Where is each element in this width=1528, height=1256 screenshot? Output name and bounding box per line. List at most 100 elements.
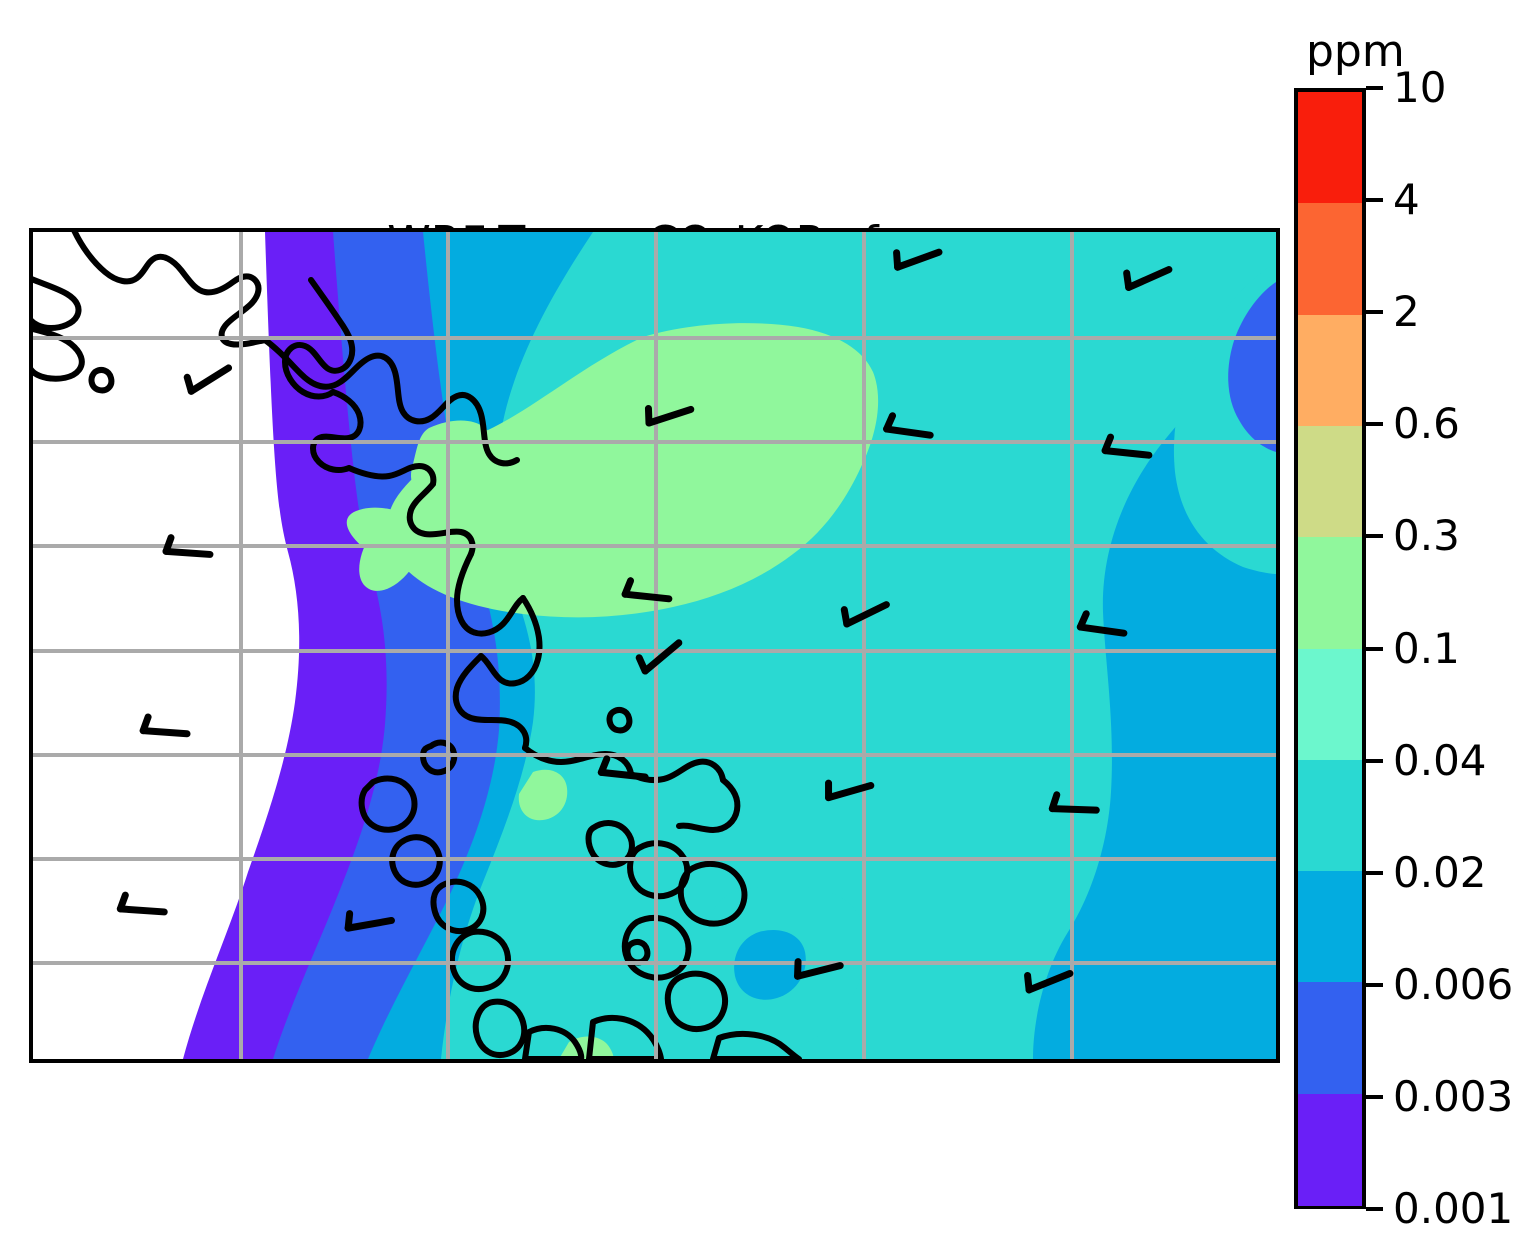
wind-barb-shaft (794, 962, 844, 980)
wind-barb-flag (883, 412, 897, 433)
colorbar-tick-mark (1366, 86, 1383, 90)
colorbar (1294, 88, 1366, 1209)
colorbar-tick-label: 0.6 (1393, 399, 1460, 449)
colorbar-band (1298, 1093, 1362, 1206)
colorbar-band (1298, 537, 1362, 650)
band-0.003-0.006-ne-corner (1228, 282, 1276, 452)
coastline-svg (33, 232, 802, 1059)
wind-barb (644, 404, 695, 427)
wind-barb (116, 891, 168, 916)
colorbar-tick-mark (1366, 198, 1383, 203)
wind-barb-shaft (162, 547, 214, 558)
colorbar-tick-label: 0.02 (1393, 847, 1487, 897)
wind-barb (1076, 610, 1128, 637)
coast-korea-south-3 (628, 758, 726, 784)
wind-barb-flag (644, 404, 653, 427)
colorbar-band (1298, 759, 1362, 872)
wind-barb (840, 601, 890, 628)
wind-barb-flag (1048, 791, 1061, 813)
band-0.04-0.1-peninsula-2 (359, 511, 424, 591)
wind-barb-flag (116, 891, 129, 913)
wind-barb-shaft (645, 405, 695, 427)
wind-barb-shaft (1076, 623, 1128, 637)
coast-island-small-1 (88, 367, 115, 394)
wind-barb-shaft (894, 248, 943, 271)
wind-barb-layer (33, 232, 1276, 1059)
colorbar-tick-label: 2 (1393, 287, 1420, 337)
wind-barb-shaft (344, 916, 395, 932)
coast-japan-3 (677, 860, 748, 927)
colorbar-band (1298, 92, 1362, 204)
colorbar-unit-label: ppm (1306, 26, 1405, 77)
coast-north-1 (262, 337, 520, 467)
colorbar-tick-mark (1366, 534, 1383, 539)
colorbar-tick-mark (1366, 870, 1383, 875)
wind-barb-flag (893, 249, 902, 271)
wind-barb-flag (1024, 971, 1033, 994)
coast-korea-w3 (406, 481, 476, 557)
colorbar-tick-label: 0.003 (1393, 1071, 1514, 1121)
colorbar-tick-label: 4 (1393, 175, 1420, 225)
wind-barb-shaft (843, 601, 890, 628)
wind-barb-shaft (139, 727, 191, 738)
coast-islet-2 (606, 707, 633, 734)
coast-korea-islands-4 (430, 878, 487, 934)
wind-barb-flag (344, 910, 354, 932)
wind-barb-flag (139, 713, 152, 735)
colorbar-band (1298, 425, 1362, 538)
coast-korea-islands-6 (472, 998, 528, 1058)
coast-japan-5 (664, 970, 728, 1032)
coast-china-nw (71, 232, 268, 348)
coastline-layer (33, 232, 1276, 1059)
coast-china-nw2 (33, 276, 82, 331)
colorbar-band (1298, 203, 1362, 316)
wind-barb (621, 577, 673, 603)
coast-korea-south-1 (452, 653, 530, 751)
colorbar-tick-mark (1366, 758, 1383, 763)
coast-korea-inland (454, 551, 526, 637)
coast-korea-east (478, 595, 543, 687)
colorbar-tick-mark (1366, 422, 1383, 427)
wind-barb-flag (183, 373, 195, 395)
wind-barb (1101, 433, 1153, 459)
colorbar-tick-group: 10 4 2 0.6 0.3 0.1 0.04 0.02 0.006 0.003 0.001 (1366, 67, 1526, 1230)
wind-barb-shaft (1125, 266, 1173, 291)
wind-barb-flag (794, 958, 802, 980)
coast-korea-south-4 (676, 777, 741, 833)
wind-barb (635, 639, 683, 675)
coast-islet-1 (624, 939, 651, 966)
coast-korea-west (282, 277, 356, 400)
coast-korea-islands-5 (449, 928, 511, 992)
colorbar-tick-label: 0.1 (1393, 623, 1460, 673)
wind-barb-shaft (883, 425, 934, 439)
wind-barb-shaft (187, 364, 233, 395)
wind-barb-shaft (621, 590, 673, 603)
wind-barb-flag (840, 606, 851, 628)
wind-barb (825, 779, 875, 802)
colorbar-tick-label: 0.006 (1393, 959, 1514, 1009)
wind-barb-svg (116, 248, 1173, 994)
coast-japan-2 (627, 840, 691, 900)
band-0.04-0.1 (386, 323, 879, 618)
colorbar-tick-label: 10 (1393, 63, 1447, 112)
wind-barb-shaft (597, 768, 649, 781)
colorbar-band (1298, 871, 1362, 984)
wind-barb-flag (597, 755, 611, 776)
wind-barb (1123, 266, 1173, 291)
coast-korea-islands-7 (522, 1024, 585, 1059)
colorbar-tick-mark (1366, 1207, 1383, 1211)
colorbar-band (1298, 648, 1362, 761)
wind-barb (597, 755, 649, 781)
gridline-layer (33, 232, 1276, 1059)
wind-barb (344, 910, 395, 932)
wind-barb-flag (1076, 610, 1090, 631)
wind-barb (794, 958, 844, 980)
wind-barb-flag (635, 654, 649, 675)
coast-korea-bay (346, 463, 437, 487)
wind-barb (883, 412, 934, 439)
coast-korea-islands-3 (389, 834, 443, 888)
colorbar-tick-label: 0.04 (1393, 735, 1487, 785)
wind-barb-shaft (641, 639, 683, 675)
wind-barb-flag (621, 577, 635, 598)
